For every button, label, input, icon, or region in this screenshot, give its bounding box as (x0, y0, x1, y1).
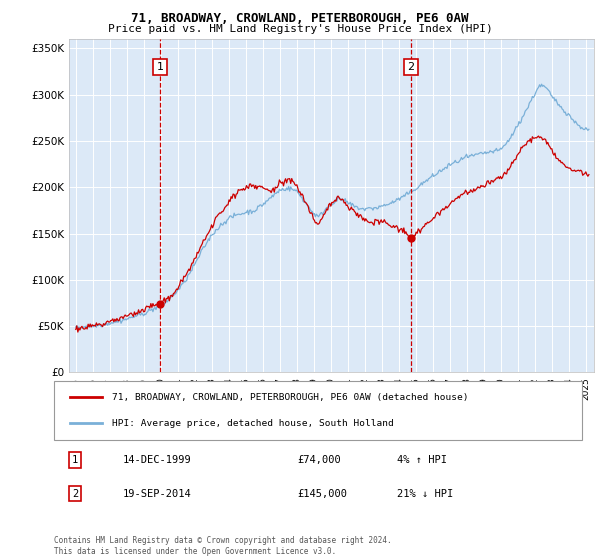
FancyBboxPatch shape (54, 381, 582, 440)
Text: 14-DEC-1999: 14-DEC-1999 (122, 455, 191, 465)
Text: 4% ↑ HPI: 4% ↑ HPI (397, 455, 447, 465)
Text: £74,000: £74,000 (297, 455, 341, 465)
Text: 19-SEP-2014: 19-SEP-2014 (122, 488, 191, 498)
Text: 2: 2 (407, 62, 415, 72)
Text: 71, BROADWAY, CROWLAND, PETERBOROUGH, PE6 0AW: 71, BROADWAY, CROWLAND, PETERBOROUGH, PE… (131, 12, 469, 25)
Text: 21% ↓ HPI: 21% ↓ HPI (397, 488, 454, 498)
Text: £145,000: £145,000 (297, 488, 347, 498)
Text: 71, BROADWAY, CROWLAND, PETERBOROUGH, PE6 0AW (detached house): 71, BROADWAY, CROWLAND, PETERBOROUGH, PE… (112, 393, 469, 402)
Text: Price paid vs. HM Land Registry's House Price Index (HPI): Price paid vs. HM Land Registry's House … (107, 24, 493, 34)
Text: 1: 1 (157, 62, 163, 72)
Text: HPI: Average price, detached house, South Holland: HPI: Average price, detached house, Sout… (112, 419, 394, 428)
Text: 2: 2 (72, 488, 78, 498)
Text: Contains HM Land Registry data © Crown copyright and database right 2024.
This d: Contains HM Land Registry data © Crown c… (54, 536, 392, 556)
Text: 1: 1 (72, 455, 78, 465)
